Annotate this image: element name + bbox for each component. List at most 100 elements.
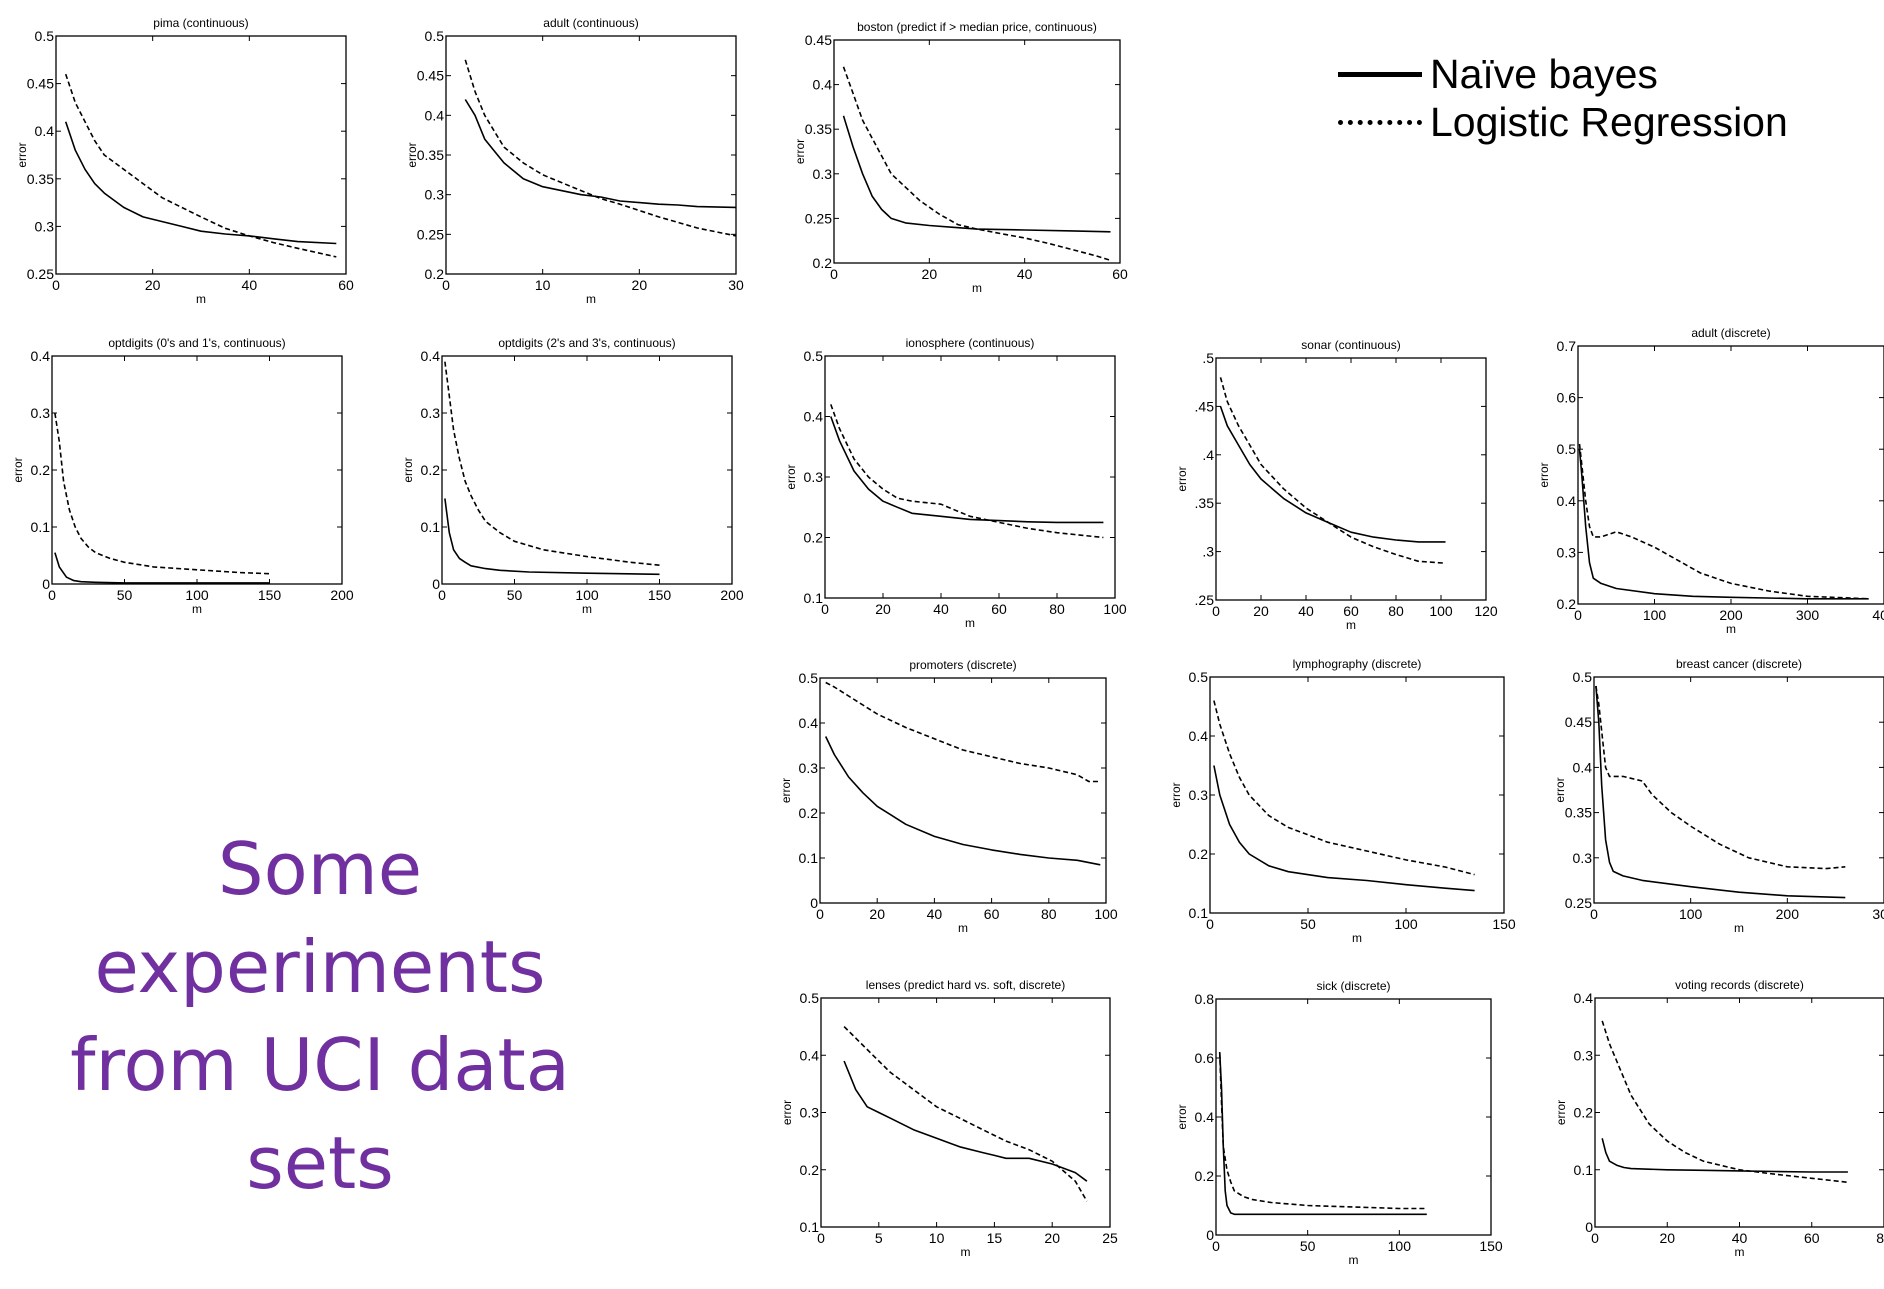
- y-tick-label: 0.35: [805, 121, 832, 137]
- chart-title: sick (discrete): [1316, 979, 1390, 993]
- y-axis-label: error: [1169, 782, 1183, 807]
- naive-bayes-line: [1218, 1052, 1427, 1216]
- x-axis-label: m: [958, 921, 968, 935]
- y-tick-label: 0.3: [1573, 850, 1593, 866]
- naive-bayes-line: [64, 121, 337, 245]
- y-tick-label: 0.2: [813, 255, 833, 271]
- y-tick-label: 0.45: [805, 32, 832, 48]
- chart-title: pima (continuous): [153, 16, 248, 30]
- logistic-regression-line: [1213, 700, 1475, 876]
- y-tick-label: 0.1: [800, 1219, 820, 1235]
- y-tick-label: 0.25: [417, 226, 444, 242]
- x-tick-label: 60: [1343, 603, 1359, 619]
- x-tick-label: 60: [338, 277, 354, 293]
- plot-frame: [1209, 676, 1505, 914]
- chart-title: lenses (predict hard vs. soft, discrete): [866, 978, 1065, 992]
- y-axis-label: error: [1553, 777, 1567, 802]
- plot-frame: [55, 35, 347, 275]
- y-tick-label: 0.1: [1574, 1162, 1594, 1178]
- y-tick-label: 0: [432, 576, 440, 592]
- x-tick-label: 0: [821, 601, 829, 617]
- logistic-regression-line: [842, 66, 1111, 262]
- x-tick-label: 0: [1591, 1230, 1599, 1246]
- chart-sonar-continuous: sonar (continuous) 0 20 40 60 80 100 120 .25 .3 .3…: [1175, 338, 1498, 632]
- y-tick-label: 0.1: [804, 590, 824, 606]
- logistic-regression-line: [54, 412, 270, 575]
- x-tick-label: 60: [984, 906, 1000, 922]
- x-tick-label: 80: [1049, 601, 1065, 617]
- chart-ionosphere-continuous: ionosphere (continuous) 0 20 40 60 80 100 0.1 0.…: [784, 336, 1127, 630]
- legend-label: Logistic Regression: [1430, 99, 1788, 145]
- y-axis-label: error: [780, 1100, 794, 1125]
- x-tick-label: 0: [438, 587, 446, 603]
- y-tick-label: 0.2: [1189, 846, 1209, 862]
- naive-bayes-line: [842, 115, 1111, 233]
- plot-frame: [833, 39, 1121, 264]
- chart-title: optdigits (0's and 1's, continuous): [108, 336, 285, 350]
- chart-boston-predict-if-median-price-continuous: boston (predict if > median price, conti…: [793, 20, 1128, 295]
- x-tick-label: 150: [648, 587, 672, 603]
- x-tick-label: 40: [927, 906, 943, 922]
- y-tick-label: 0.2: [799, 805, 819, 821]
- chart-promoters-discrete: promoters (discrete) 0 20 40 60 80 100 0 0.1 0.2 0…: [779, 658, 1118, 935]
- chart-title: adult (discrete): [1691, 326, 1770, 340]
- plot-frame: [1215, 357, 1487, 601]
- plot-frame: [51, 355, 343, 585]
- x-axis-label: m: [1734, 921, 1744, 935]
- y-axis-label: error: [793, 139, 807, 164]
- y-tick-label: 0.3: [1557, 544, 1577, 560]
- y-tick-label: 0.5: [804, 348, 824, 364]
- x-tick-label: 20: [875, 601, 891, 617]
- y-tick-label: 0.3: [799, 760, 819, 776]
- y-tick-label: 0.4: [1189, 728, 1209, 744]
- y-tick-label: 0.5: [425, 28, 445, 44]
- y-axis-label: error: [11, 457, 25, 482]
- chart-title: adult (continuous): [543, 16, 638, 30]
- y-axis-label: error: [405, 142, 419, 167]
- chart-adult-discrete: adult (discrete) 0 100 200 300 400 0.2 0.3 0.4 0.…: [1537, 326, 1884, 636]
- x-tick-label: 150: [258, 587, 282, 603]
- naive-bayes-line: [1601, 1138, 1848, 1173]
- caption-line: experiments: [94, 925, 546, 1009]
- x-axis-label: m: [965, 616, 975, 630]
- plot-frame: [819, 677, 1107, 904]
- x-tick-label: 20: [1253, 603, 1269, 619]
- y-tick-label: 0.4: [425, 107, 445, 123]
- x-tick-label: 0: [48, 587, 56, 603]
- x-tick-label: 20: [145, 277, 161, 293]
- x-tick-label: 100: [1394, 916, 1418, 932]
- x-tick-label: 80: [1041, 906, 1057, 922]
- y-tick-label: 0.45: [27, 76, 54, 92]
- y-axis-label: error: [1175, 1104, 1189, 1129]
- y-tick-label: 0.2: [800, 1162, 820, 1178]
- x-axis-label: m: [961, 1245, 971, 1259]
- x-tick-label: 0: [1212, 603, 1220, 619]
- y-tick-label: .4: [1202, 447, 1214, 463]
- y-tick-label: 0.4: [1574, 990, 1594, 1006]
- y-tick-label: 0.4: [800, 1047, 820, 1063]
- chart-title: promoters (discrete): [909, 658, 1016, 672]
- y-tick-label: 0.1: [31, 519, 51, 535]
- logistic-regression-line: [1219, 377, 1446, 564]
- plot-frame: [820, 997, 1111, 1228]
- x-tick-label: 30: [728, 277, 744, 293]
- y-axis-label: error: [779, 778, 793, 803]
- y-tick-label: 0.5: [1189, 669, 1209, 685]
- x-tick-label: 0: [52, 277, 60, 293]
- x-tick-label: 200: [1719, 607, 1743, 623]
- logistic-regression-line: [64, 73, 337, 258]
- x-tick-label: 200: [1776, 906, 1800, 922]
- y-tick-label: 0.45: [1565, 714, 1592, 730]
- logistic-regression-line: [464, 59, 737, 237]
- y-tick-label: .45: [1195, 398, 1215, 414]
- logistic-regression-line: [1578, 443, 1869, 600]
- x-tick-label: 40: [1017, 266, 1033, 282]
- y-tick-label: 0.2: [804, 530, 824, 546]
- legend-label: Naïve bayes: [1430, 51, 1658, 97]
- plot-frame: [1215, 998, 1492, 1236]
- x-tick-label: 100: [1094, 906, 1118, 922]
- x-tick-label: 120: [1474, 603, 1498, 619]
- x-tick-label: 100: [1388, 1238, 1412, 1254]
- x-tick-label: 40: [933, 601, 949, 617]
